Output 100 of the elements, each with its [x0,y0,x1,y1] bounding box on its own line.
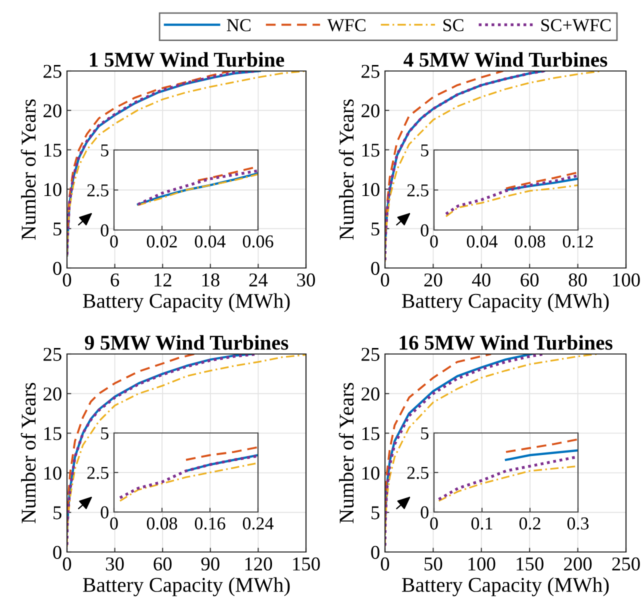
x-tick-label: 200 [564,557,592,571]
legend-label: SC+WFC [541,19,611,32]
x-tick-label: 0 [430,517,438,530]
x-tick-label: 50 [424,557,442,571]
y-tick-label: 5 [54,506,62,520]
y-tick-label: 20 [362,104,380,118]
x-tick-label: 120 [245,557,272,571]
legend-label: NC [226,19,250,32]
legend-label: WFC [327,19,366,32]
x-tick-label: 0 [380,273,390,287]
y-tick-label: 25 [44,348,62,361]
line-series [184,454,258,472]
line-series [444,174,578,216]
y-tick-label: 15 [44,427,62,440]
y-tick-label: 5 [421,427,428,440]
line-series [385,354,598,548]
line-series [505,171,578,190]
y-tick-label: 2.5 [87,184,108,197]
x-tick-label: 0.04 [194,235,226,248]
x-tick-label: 0.08 [146,517,178,530]
x-tick-label: 100 [613,273,640,287]
chart-title: 16 5MW Wind Turbines [400,335,612,350]
x-tick-label: 80 [568,273,587,287]
y-tick-label: 10 [362,183,380,196]
line-series [437,455,578,501]
y-tick-label: 15 [362,427,380,440]
x-tick-label: 0.02 [146,235,177,248]
line-series [445,184,578,218]
x-tick-label: 0.3 [567,517,589,530]
x-tick-label: 0.1 [471,517,492,530]
y-tick-label: 0 [100,224,108,236]
x-tick-label: 0 [430,235,438,248]
y-tick-label: 0 [53,262,62,275]
y-tick-label: 5 [101,427,108,440]
x-tick-label: 0.08 [514,235,546,248]
y-tick-label: 10 [362,466,380,480]
line-series [505,438,578,453]
x-tick-label: 0.2 [519,517,540,530]
chart-title: 9 5MW Wind Turbines [84,335,288,350]
x-tick-label: 40 [472,273,490,287]
line-series [504,178,578,192]
x-tick-label: 60 [520,273,539,287]
x-tick-label: 24 [249,273,268,286]
x-tick-label: 100 [468,557,496,571]
x-tick-label: 6 [110,273,120,287]
x-tick-label: 60 [154,557,172,571]
chart-title: 4 5MW Wind Turbines [404,52,608,67]
y-tick-label: 0 [420,506,428,518]
x-tick-label: 0.24 [242,517,274,530]
y-tick-label: 5 [54,222,62,236]
y-tick-label: 2.5 [407,466,428,480]
chart-title: 1 5MW Wind Turbine [90,52,284,67]
y-tick-label: 5 [372,222,380,236]
line-series [118,454,258,500]
y-tick-label: 20 [44,104,62,118]
x-axis-title: Battery Capacity (MWh) [82,293,290,312]
y-tick-label: 15 [44,144,62,157]
line-series [504,449,578,461]
line-series [438,465,578,502]
x-axis-title: Battery Capacity (MWh) [402,293,609,312]
x-axis-title: Battery Capacity (MWh) [82,577,290,596]
y-tick-label: 25 [362,348,380,361]
x-tick-label: 18 [202,273,220,287]
x-tick-label: 0.06 [242,235,274,248]
y-tick-label: 2.5 [87,466,108,480]
y-tick-label: 5 [101,144,108,156]
y-axis-title: Number of Years [20,99,36,240]
x-tick-label: 0 [110,517,118,530]
y-tick-label: 0 [100,506,108,518]
x-tick-label: 0.16 [194,517,226,530]
x-tick-label: 150 [516,557,544,571]
line-series [185,446,258,461]
x-tick-label: 0.04 [466,235,498,248]
y-tick-label: 20 [44,387,62,401]
x-tick-label: 0 [380,557,390,571]
y-axis-title: Number of Years [338,99,354,240]
y-tick-label: 10 [44,183,62,196]
x-tick-label: 0 [62,557,72,571]
legend-label: SC [443,19,464,32]
y-tick-label: 25 [362,64,380,78]
y-axis-title: Number of Years [338,382,354,524]
y-tick-label: 15 [362,144,380,157]
y-axis-title: Number of Years [20,382,36,524]
y-tick-label: 0 [371,262,380,275]
y-tick-label: 20 [362,387,380,401]
y-tick-label: 0 [53,546,62,559]
x-tick-label: 250 [612,557,640,571]
y-tick-label: 10 [44,466,62,480]
y-tick-label: 5 [421,144,428,156]
x-tick-label: 30 [106,557,124,571]
line-series [385,354,546,548]
x-tick-label: 0 [110,235,118,248]
x-tick-label: 90 [201,557,220,571]
y-tick-label: 0 [420,224,428,236]
y-tick-label: 25 [44,64,62,78]
x-axis-title: Battery Capacity (MWh) [402,577,609,596]
x-tick-label: 0.12 [562,235,593,248]
x-tick-label: 30 [297,273,315,287]
x-tick-label: 12 [154,273,172,286]
y-tick-label: 5 [372,506,380,520]
